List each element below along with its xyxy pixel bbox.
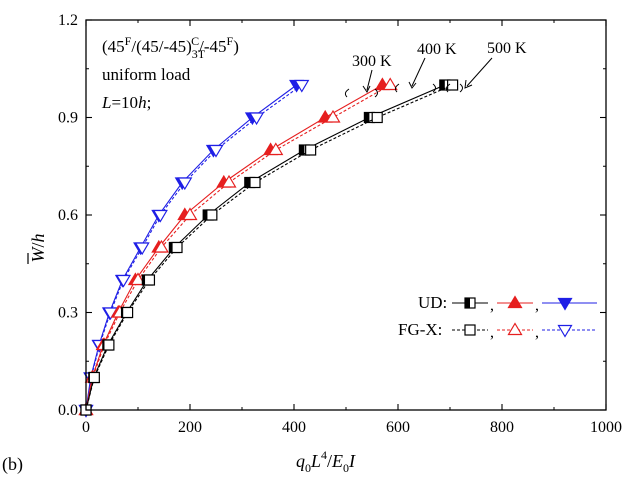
leader-arrow-300 — [366, 69, 373, 91]
axes: 0 200 400 600 800 1000 0.0 0.3 0.6 0.9 1.2 — [58, 12, 622, 436]
leader-arrow-400 — [411, 57, 426, 87]
temp-label-300: 300 K — [352, 53, 392, 70]
series-ud-400-k — [78, 77, 390, 416]
lay-open: (45 — [102, 37, 125, 56]
legend-separator: , — [535, 324, 539, 341]
data-point — [305, 144, 317, 156]
data-point — [208, 144, 224, 158]
legend-marker — [507, 295, 523, 309]
plot-area — [78, 77, 459, 418]
series-fg-x-300-k — [78, 79, 310, 418]
data-point — [153, 239, 169, 253]
data-point — [130, 272, 146, 286]
data-point — [103, 339, 115, 351]
y-axis-title: W/h — [27, 233, 48, 264]
svg-text:L=10h;: L=10h; — [101, 93, 151, 112]
lay-mid: /(45/-45) — [131, 37, 191, 56]
data-point — [171, 241, 183, 254]
data-point — [221, 174, 237, 188]
y-tick-label: 0.3 — [58, 305, 78, 322]
thickness-symbol: h — [138, 93, 147, 112]
data-point — [182, 207, 198, 221]
temp-label-400: 400 K — [417, 41, 457, 58]
data-point — [249, 176, 261, 189]
data-point — [88, 371, 100, 384]
laminate-annotation: (45F/(45/-45)3TC/-45F) uniform load L=10… — [101, 34, 239, 112]
x-axis-title: q0L4/E0I — [296, 448, 356, 475]
data-point — [177, 177, 193, 191]
temp-label-500: 500 K — [487, 40, 527, 57]
data-point — [115, 274, 131, 288]
series-line — [85, 84, 453, 411]
data-point — [294, 79, 310, 93]
data-point — [447, 79, 459, 91]
temperature-labels: 300 K 400 K 500 K — [344, 40, 527, 98]
semicolon: ; — [147, 93, 152, 112]
legend-marker — [464, 297, 476, 309]
legend-marker — [557, 297, 573, 311]
data-point — [206, 209, 218, 221]
svg-text:W/h: W/h — [28, 233, 48, 262]
data-point — [134, 242, 150, 256]
data-point — [371, 111, 383, 124]
lay-sup: C — [191, 34, 199, 48]
arrow-head-500 — [464, 79, 473, 89]
series-ud-300-k — [78, 79, 305, 418]
data-point — [268, 142, 284, 156]
legend-marker — [507, 322, 523, 336]
load-type: uniform load — [102, 65, 191, 84]
data-point — [325, 109, 341, 123]
x-tick-label: 1000 — [590, 419, 622, 436]
length-ratio: =10 — [111, 93, 138, 112]
legend-items: ,,,, — [452, 295, 597, 341]
legend-separator: , — [535, 297, 539, 314]
legend-separator: , — [490, 297, 494, 314]
legend-marker — [557, 324, 573, 338]
leader-arrow-500 — [466, 57, 493, 87]
data-point — [152, 209, 168, 223]
y-tick-label: 0.0 — [58, 402, 78, 419]
lay-f1: F — [125, 34, 132, 48]
legend-fgx-label: FG-X: — [398, 320, 442, 339]
x-tick-label: 600 — [386, 419, 410, 436]
series-line — [85, 84, 297, 411]
legend-ud-label: UD: — [418, 293, 447, 312]
length-symbol: L — [101, 93, 111, 112]
x-tick-label: 200 — [178, 419, 202, 436]
data-point — [121, 306, 134, 319]
panel-label: (b) — [2, 454, 23, 475]
bracket-500 — [445, 83, 463, 93]
y-tick-label: 0.6 — [58, 207, 78, 224]
series-line — [85, 84, 303, 411]
lay-sub: 3T — [192, 47, 206, 61]
lay-end1: /-45 — [199, 37, 226, 56]
legend-separator: , — [490, 324, 494, 341]
x-tick-label: 800 — [490, 419, 514, 436]
data-point — [382, 77, 398, 91]
legend-marker — [464, 324, 476, 336]
data-point — [143, 274, 156, 286]
bracket-300 — [344, 88, 378, 98]
y-tick-label: 1.2 — [58, 12, 78, 29]
data-point — [249, 112, 265, 126]
x-tick-label: 400 — [282, 419, 306, 436]
lay-close: ) — [233, 37, 239, 56]
lay-f2: F — [227, 34, 234, 48]
arrow-head-300 — [362, 85, 371, 93]
y-tick-label: 0.9 — [58, 110, 78, 127]
svg-text:(45F/(45/-45)3TC/-45F): (45F/(45/-45)3TC/-45F) — [102, 34, 239, 61]
bracket-400 — [394, 83, 436, 93]
x-tick-label: 0 — [82, 419, 90, 436]
legend: UD: FG-X: ,,,, — [398, 293, 597, 341]
arrow-head-400 — [408, 81, 417, 89]
